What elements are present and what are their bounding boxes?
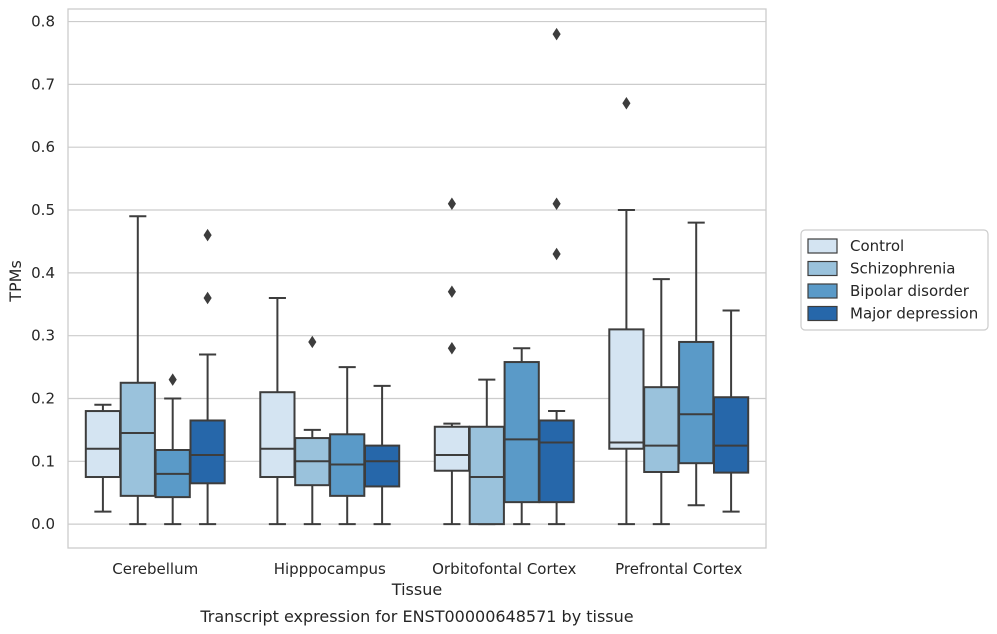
box-2-0 [433,197,471,526]
chart-caption: Transcript expression for ENST0000064857… [199,607,633,626]
y-tick-label: 0.4 [31,264,55,282]
legend-label: Bipolar disorder [850,282,970,300]
outlier-point [552,27,561,41]
box-2-3 [538,27,575,526]
box-3-2 [678,221,715,507]
outlier-point [447,197,456,210]
y-tick-label: 0.1 [31,452,55,470]
outlier-point [203,291,212,305]
box-3-0 [608,97,645,526]
y-tick-label: 0.7 [31,75,55,93]
box-iqr [259,391,296,479]
box-0-2 [154,373,191,526]
legend-label: Control [850,237,904,255]
box-1-1 [294,335,331,526]
box-0-1 [119,215,156,526]
outlier-point [552,247,561,261]
outlier-point [308,335,317,349]
box-plots [84,27,750,526]
box-iqr [538,419,575,504]
x-axis-title: Tissue [391,580,442,599]
y-tick-label: 0.2 [31,389,55,407]
y-tick-labels: 0.0 0.1 0.2 0.3 0.4 0.5 0.6 0.7 0.8 [31,13,55,534]
legend-label: Major depression [850,305,978,323]
legend-swatch [807,260,838,277]
box-1-3 [363,384,401,526]
legend-swatch [807,238,838,254]
outlier-point [168,373,177,386]
box-iqr [643,386,680,473]
box-iqr [119,381,156,497]
x-tick-label: Hipppocampus [274,560,386,578]
outlier-point [447,342,456,355]
box-0-0 [84,403,122,513]
y-axis-title: TPMs [6,260,25,303]
x-tick-label: Cerebellum [112,560,198,578]
box-2-1 [468,378,505,526]
y-tick-label: 0.0 [31,515,55,533]
legend-swatch [807,283,838,299]
box-1-2 [329,366,366,526]
x-tick-labels: Cerebellum Hipppocampus Orbitofontal Corte… [112,560,742,578]
legend: Control Schizophrenia Bipolar disorder Majo… [800,229,989,331]
x-tick-label: Orbitofontal Cortex [432,560,576,578]
box-iqr [433,425,471,472]
y-tick-label: 0.3 [31,327,55,345]
y-tick-label: 0.8 [31,13,55,31]
outlier-point [622,97,631,110]
box-1-0 [259,296,296,526]
outlier-point [552,197,561,210]
legend-swatch [807,305,838,322]
box-3-1 [643,278,680,526]
box-iqr [608,328,645,450]
box-iqr [363,444,401,488]
y-tick-label: 0.5 [31,201,55,219]
box-0-3 [189,228,226,526]
box-iqr [712,396,750,474]
box-iqr [189,419,226,485]
box-iqr [678,340,715,465]
box-iqr [468,425,505,526]
box-3-3 [712,309,750,513]
legend-box [800,229,989,331]
box-iqr [84,410,122,479]
legend-label: Schizophrenia [850,260,955,278]
outlier-point [447,285,456,298]
x-tick-label: Prefrontal Cortex [615,560,742,578]
y-tick-label: 0.6 [31,138,55,156]
plot-frame [67,8,767,549]
box-2-2 [503,347,540,526]
outlier-point [203,228,212,242]
box-iqr [503,361,540,504]
